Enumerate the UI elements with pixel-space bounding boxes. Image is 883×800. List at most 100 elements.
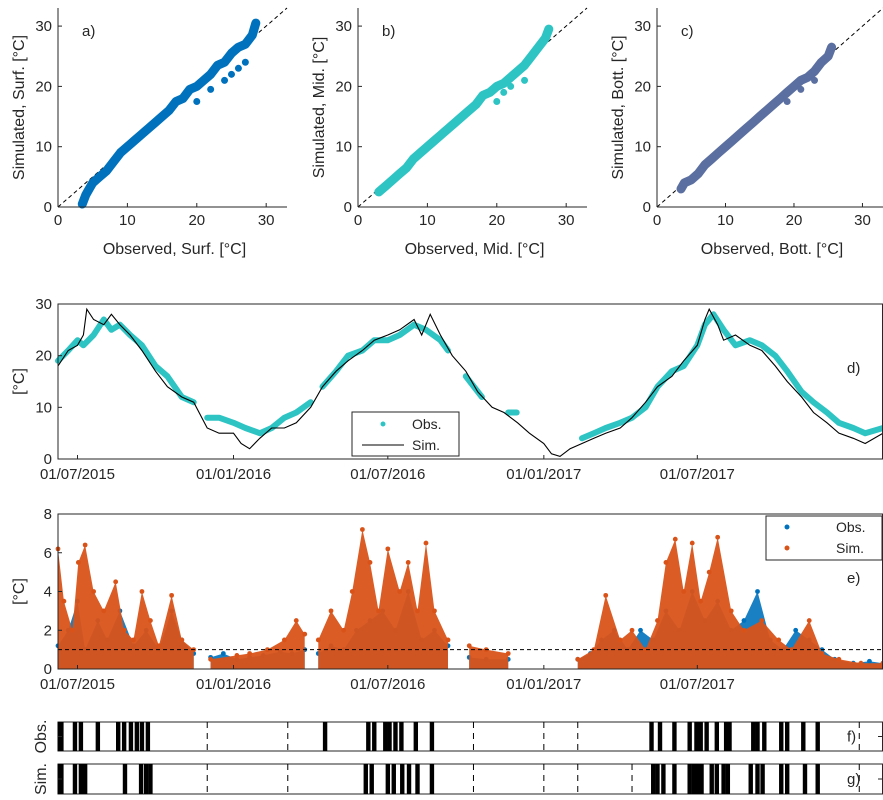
sim-area [318,529,448,669]
timeline-panel-f: Obs. f) [33,720,883,753]
x-tick-label: 01/01/2016 [196,676,271,693]
event-bar [695,764,701,794]
sim-point [148,618,153,623]
event-bar [393,722,398,751]
obs-point [638,627,643,633]
sim-point [121,627,127,633]
sim-point [131,637,136,643]
legend: Obs. Sim. [765,515,883,561]
sim-point [385,546,391,552]
x-tick-label: 10 [419,212,436,229]
data-point [680,179,688,187]
sim-point [672,536,678,542]
event-bar [655,764,660,794]
x-axis-label: Observed, Surf. [°C] [103,241,246,258]
data-point [507,82,515,90]
event-bar [391,764,396,794]
data-point [458,113,466,121]
event-bar [657,722,663,751]
sim-point [61,598,67,604]
event-bar [698,722,703,751]
y-tick-label: 10 [634,139,651,156]
event-bar [363,764,368,794]
obs-point [784,368,790,374]
x-axis-label: Observed, Mid. [°C] [405,241,545,258]
event-bar [134,722,140,751]
data-point [749,119,757,127]
x-tick-label: 30 [558,212,575,229]
y-tick-label: 6 [44,545,52,562]
data-point [172,97,180,105]
data-point [227,70,235,78]
data-point [252,19,260,27]
obs-point [152,363,159,369]
obs-point [108,327,115,333]
data-point [78,200,86,208]
data-point [677,185,685,193]
event-bar [128,722,134,751]
data-point [514,67,522,75]
event-bar [704,722,709,751]
obs-point [204,415,210,421]
event-bar [369,764,374,794]
data-point [193,82,201,90]
data-point [403,164,411,172]
event-bar [755,764,760,794]
sim-point [367,560,373,565]
x-tick-label: 10 [717,212,734,229]
sim-point [575,656,581,662]
obs-point [293,409,299,416]
legend-sim-marker [784,545,790,551]
y-tick-label: 30 [35,18,52,35]
obs-point [514,409,520,416]
legend-box [765,515,883,561]
sim-point [101,608,107,614]
x-tick-label: 10 [119,212,136,229]
x-tick-label: 20 [188,212,205,229]
data-band [77,18,261,209]
sim-point [281,637,287,643]
event-bar [143,764,149,794]
data-point [783,97,791,105]
data-point [186,85,194,93]
event-bar [672,764,677,794]
data-point [715,149,723,157]
obs-point [867,658,872,664]
obs-point [681,363,687,369]
obs-point [836,420,842,426]
x-tick-label: 01/07/2016 [350,466,425,483]
data-point [382,182,390,190]
event-bar [387,722,392,751]
data-point [423,143,431,151]
y-tick-label: 10 [335,139,352,156]
obs-point [603,425,609,431]
data-point [151,119,159,127]
sim-point [689,540,695,546]
x-tick-label: 01/07/2017 [660,676,735,693]
obs-point [824,409,830,416]
sim-point [445,637,451,643]
event-bar [385,764,391,794]
data-point [534,43,542,51]
x-tick-label: 20 [488,212,505,229]
data-point [416,149,424,157]
data-point [701,161,709,169]
sim-point [376,608,381,614]
event-bar [672,722,677,751]
obs-point [397,332,403,338]
data-point [227,49,235,57]
y-tick-label: 30 [634,18,651,35]
data-point [110,158,118,166]
sim-point [655,618,660,623]
event-bar [699,764,704,794]
sim-point [265,647,270,653]
obs-point [793,627,799,633]
data-point [783,88,791,96]
event-bar [721,764,726,794]
obs-point [437,337,443,343]
obs-point [385,337,391,343]
obs-series [319,321,451,390]
y-axis-label: Simulated, Surf. [°C] [11,35,28,180]
y-axis-label: [°C] [11,368,28,395]
obs-point [139,342,145,348]
